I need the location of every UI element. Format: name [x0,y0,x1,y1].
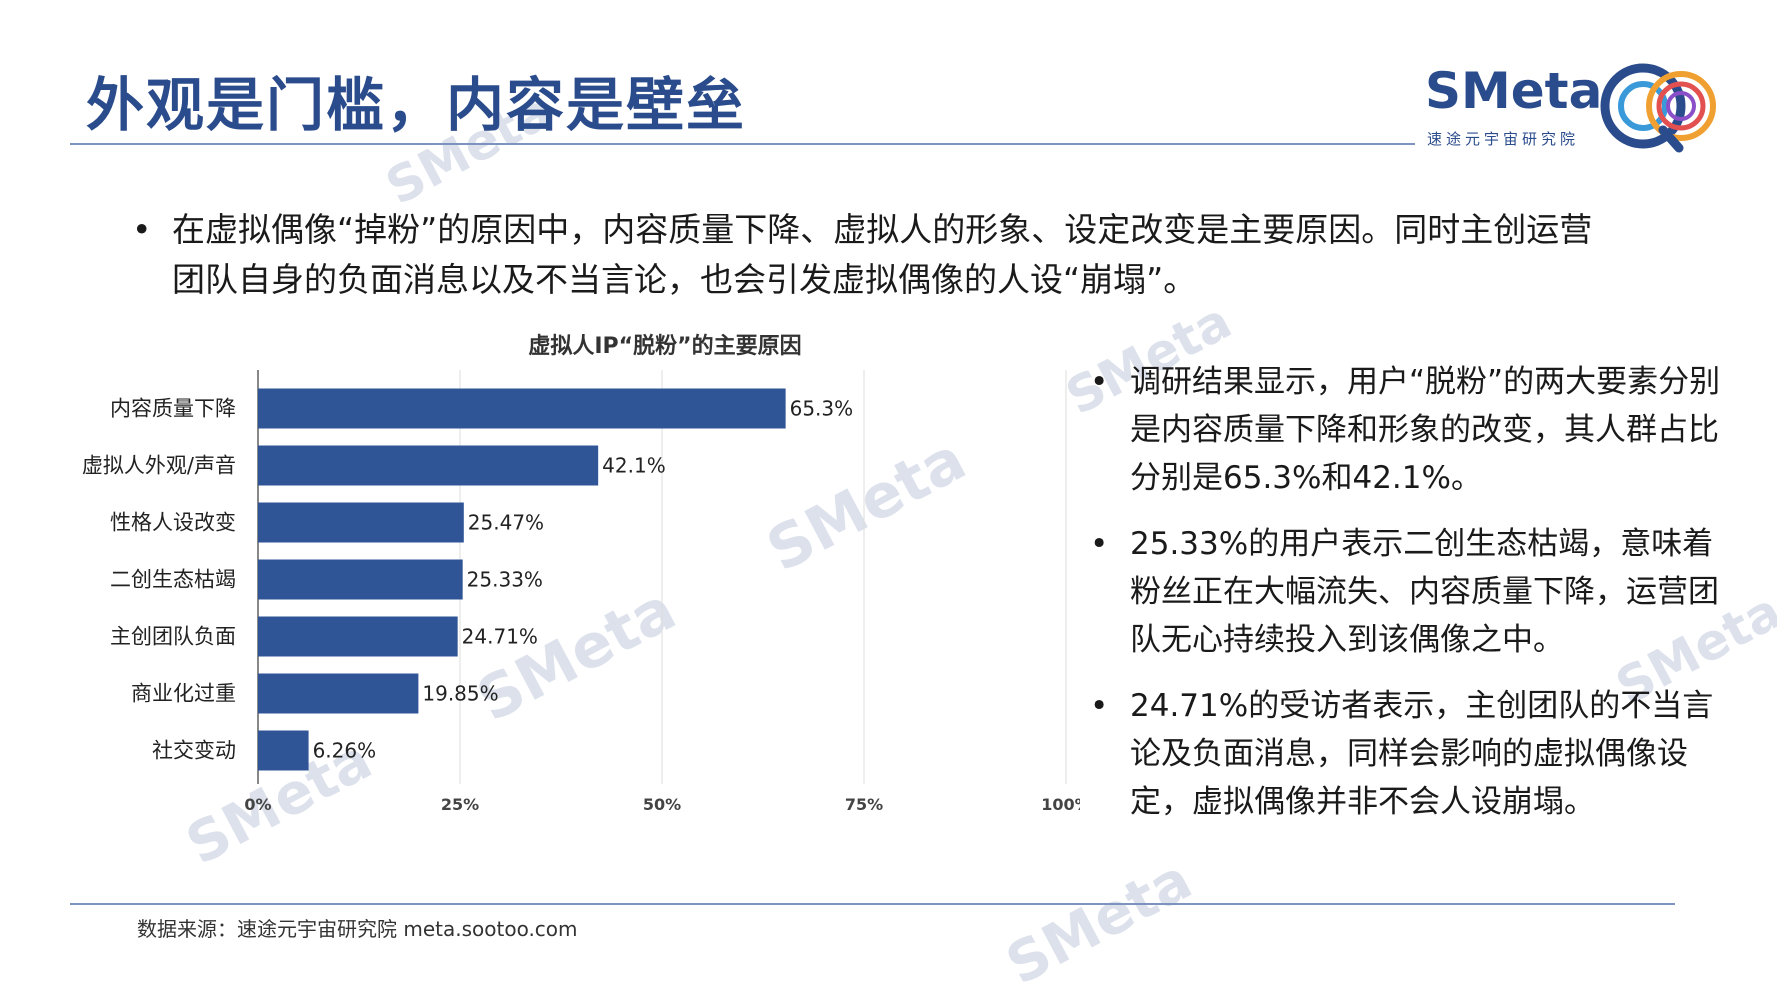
category-label: 性格人设改变 [110,511,236,535]
intro-paragraph: • 在虚拟偶像“掉粉”的原因中，内容质量下降、虚拟人的形象、设定改变是主要原因。… [132,205,1620,305]
page-title: 外观是门槛，内容是壁垒 [86,71,747,139]
data-label: 24.71% [462,625,538,649]
data-label: 6.26% [313,739,377,763]
finding-item: • 24.71%的受访者表示，主创团队的不当言论及负面消息，同样会影响的虚拟偶像… [1090,682,1730,826]
footer-divider [70,903,1675,905]
bar [258,502,464,543]
category-label: 社交变动 [152,739,236,763]
data-label: 42.1% [602,454,666,478]
source-note: 数据来源：速途元宇宙研究院 meta.sootoo.com [137,917,578,941]
category-label: 主创团队负面 [110,625,236,649]
logo-subtitle: 速途元宇宙研究院 [1427,130,1580,148]
logo-wordmark: SMeta [1425,62,1603,120]
x-tick-label: 0% [244,795,271,814]
finding-text: 25.33%的用户表示二创生态枯竭，意味着粉丝正在大幅流失、内容质量下降，运营团… [1130,526,1719,658]
finding-text: 调研结果显示，用户“脱粉”的两大要素分别是内容质量下降和形象的改变，其人群占比分… [1130,364,1721,496]
bar [258,673,419,714]
chart-title: 虚拟人IP“脱粉”的主要原因 [528,334,802,359]
category-label: 商业化过重 [131,682,236,706]
watermark: SMeta [996,847,1203,998]
category-label: 内容质量下降 [110,397,236,421]
data-label: 25.33% [467,568,543,592]
finding-text: 24.71%的受访者表示，主创团队的不当言论及负面消息，同样会影响的虚拟偶像设定… [1130,688,1714,820]
finding-item: • 25.33%的用户表示二创生态枯竭，意味着粉丝正在大幅流失、内容质量下降，运… [1090,520,1730,664]
data-label: 25.47% [468,511,544,535]
finding-item: • 调研结果显示，用户“脱粉”的两大要素分别是内容质量下降和形象的改变，其人群占… [1090,358,1730,502]
data-label: 65.3% [790,397,854,421]
category-label: 虚拟人外观/声音 [82,454,236,478]
intro-text: 在虚拟偶像“掉粉”的原因中，内容质量下降、虚拟人的形象、设定改变是主要原因。同时… [172,210,1593,299]
bullet: • [1090,364,1109,400]
bullet: • [1090,526,1109,562]
bar-chart: 0% 25% 50% 75% 100% 内容质量下降 65.3% 虚拟人外观/声音 42.1% 性… [82,370,1080,814]
x-tick-label: 50% [643,795,681,814]
x-tick-label: 25% [441,795,479,814]
brand-logo: SMeta 速途元宇宙研究院 [1425,58,1725,154]
x-tick-label: 100% [1041,795,1080,814]
title-divider [70,143,1415,145]
bar [258,616,458,657]
logo-rings-icon [1600,63,1716,153]
findings-list: • 调研结果显示，用户“脱粉”的两大要素分别是内容质量下降和形象的改变，其人群占… [1090,358,1730,844]
bullet: • [132,210,152,249]
data-label: 19.85% [422,682,498,706]
bar [258,388,786,429]
bar [258,730,309,771]
bullet: • [1090,688,1109,724]
bar [258,445,599,486]
x-tick-label: 75% [845,795,883,814]
category-label: 二创生态枯竭 [110,568,236,592]
bar [258,559,463,600]
